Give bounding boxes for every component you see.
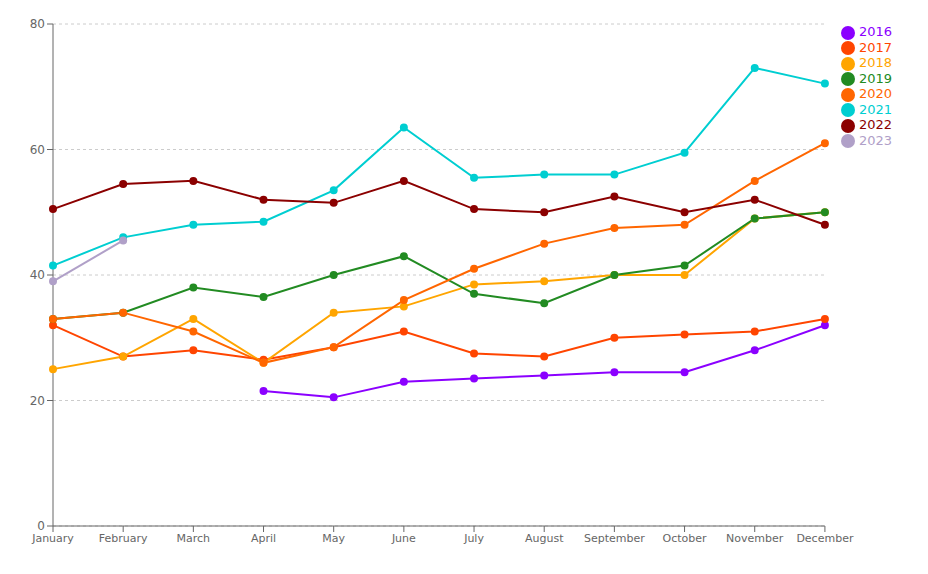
svg-text:October: October — [663, 532, 707, 545]
svg-text:August: August — [525, 532, 564, 545]
svg-text:February: February — [99, 532, 148, 545]
svg-text:July: July — [463, 532, 484, 545]
html-text:2023: 2023 — [858, 132, 892, 148]
svg-text:40: 40 — [30, 268, 45, 282]
svg-text:60: 60 — [30, 143, 45, 157]
html-text:2021: 2021 — [858, 101, 892, 117]
svg-text:June: June — [391, 532, 416, 545]
svg-text:January: January — [31, 532, 74, 545]
svg-text:September: September — [584, 532, 645, 545]
html-text:2016: 2016 — [858, 24, 892, 39]
html-text:2018: 2018 — [858, 55, 892, 70]
svg-text:May: May — [322, 532, 345, 545]
html-text:2017: 2017 — [858, 39, 892, 55]
svg-text:November: November — [726, 532, 784, 545]
svg-text:December: December — [796, 532, 854, 545]
html-text:2020: 2020 — [858, 86, 892, 101]
svg-text:80: 80 — [30, 17, 45, 31]
svg-text:March: March — [177, 532, 211, 545]
svg-text:20: 20 — [30, 394, 45, 408]
svg-text:0: 0 — [37, 519, 45, 533]
html-text:2019: 2019 — [858, 70, 892, 86]
svg-text:April: April — [251, 532, 276, 545]
html-text:2022: 2022 — [858, 117, 892, 132]
